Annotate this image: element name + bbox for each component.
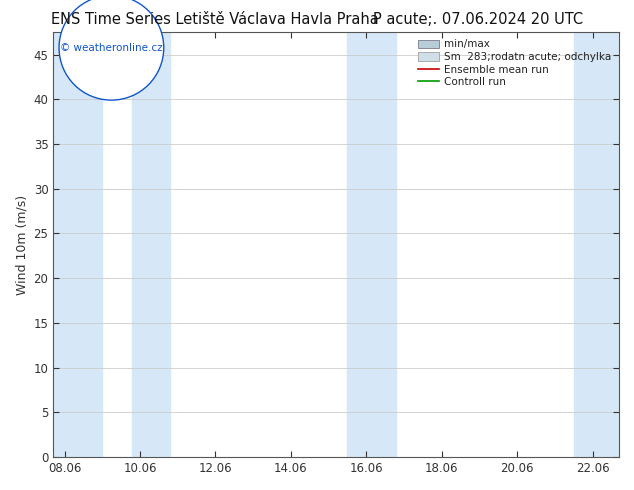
Y-axis label: Wind 10m (m/s): Wind 10m (m/s) [15, 195, 28, 294]
Text: ENS Time Series Letiště Václava Havla Praha: ENS Time Series Letiště Václava Havla Pr… [51, 12, 378, 27]
Text: P acute;. 07.06.2024 20 UTC: P acute;. 07.06.2024 20 UTC [373, 12, 583, 27]
Bar [347, 32, 396, 457]
Bar [133, 32, 170, 457]
Legend: min/max, Sm  283;rodatn acute; odchylka, Ensemble mean run, Controll run: min/max, Sm 283;rodatn acute; odchylka, … [417, 37, 614, 89]
Text: © weatheronline.cz: © weatheronline.cz [60, 43, 163, 53]
Bar [574, 32, 619, 457]
Bar [53, 32, 102, 457]
